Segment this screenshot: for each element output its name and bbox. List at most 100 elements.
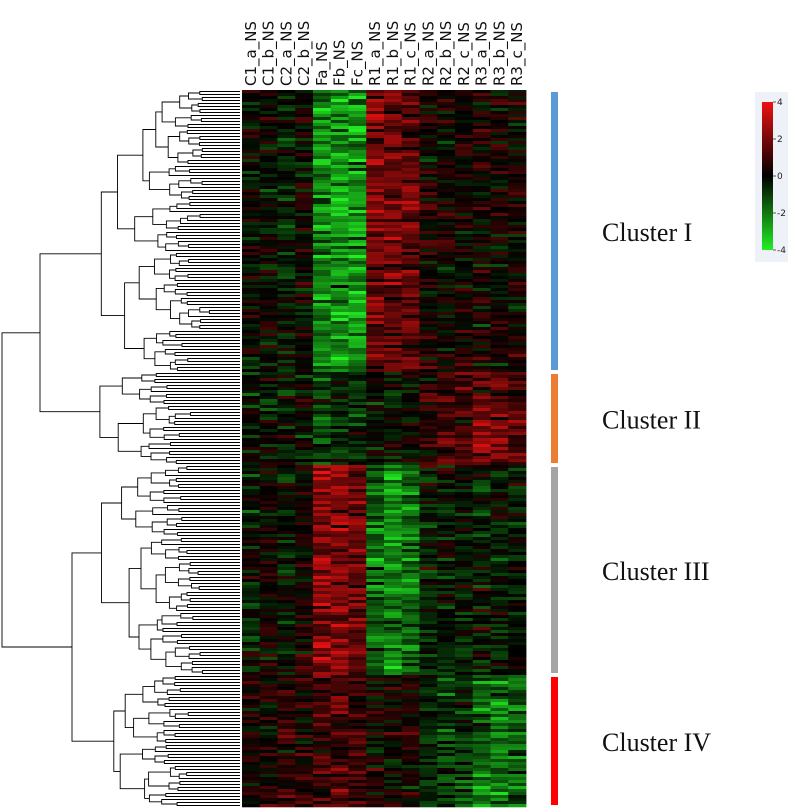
heatmap-cell: [401, 471, 420, 475]
heatmap-cell: [277, 93, 296, 97]
heatmap-cell: [313, 651, 332, 655]
heatmap-cell: [437, 228, 456, 232]
heatmap-cell: [348, 234, 367, 238]
heatmap-cell: [259, 246, 278, 250]
heatmap-cell: [242, 264, 261, 268]
heatmap-cell: [384, 489, 403, 493]
heatmap-cell: [384, 321, 403, 325]
heatmap-cell: [437, 177, 456, 181]
heatmap-cell: [242, 549, 261, 553]
heatmap-cell: [384, 351, 403, 355]
heatmap-cell: [401, 705, 420, 709]
heatmap-cell: [313, 99, 332, 103]
heatmap-cell: [277, 309, 296, 313]
heatmap-cell: [472, 447, 491, 451]
heatmap-cell: [472, 339, 491, 343]
heatmap-cell: [437, 726, 456, 730]
heatmap-cell: [313, 636, 332, 640]
heatmap-cell: [313, 582, 332, 586]
heatmap-cell: [366, 315, 385, 319]
heatmap-cell: [366, 378, 385, 382]
heatmap-cell: [508, 693, 527, 697]
heatmap-cell: [490, 519, 509, 523]
heatmap-cell: [437, 549, 456, 553]
heatmap-cell: [330, 747, 349, 751]
heatmap-cell: [401, 309, 420, 313]
heatmap-cell: [366, 192, 385, 196]
heatmap-cell: [490, 576, 509, 580]
heatmap-cell: [384, 195, 403, 199]
heatmap-cell: [242, 249, 261, 253]
heatmap-cell: [490, 645, 509, 649]
heatmap-cell: [455, 705, 474, 709]
heatmap-cell: [419, 210, 438, 214]
heatmap-cell: [277, 321, 296, 325]
heatmap-cell: [401, 234, 420, 238]
heatmap-cell: [384, 153, 403, 157]
heatmap-cell: [366, 282, 385, 286]
heatmap-cell: [242, 399, 261, 403]
heatmap-cell: [242, 408, 261, 412]
heatmap-cell: [366, 723, 385, 727]
heatmap-cell: [384, 726, 403, 730]
heatmap-cell: [348, 738, 367, 742]
heatmap-cell: [277, 399, 296, 403]
heatmap-cell: [384, 354, 403, 358]
heatmap-cell: [472, 309, 491, 313]
heatmap-cell: [508, 189, 527, 193]
heatmap-cell: [419, 750, 438, 754]
heatmap-cell: [455, 570, 474, 574]
heatmap-cell: [508, 147, 527, 151]
heatmap-cell: [437, 240, 456, 244]
heatmap-cell: [242, 390, 261, 394]
heatmap-cell: [330, 720, 349, 724]
heatmap-cell: [419, 471, 438, 475]
heatmap-cell: [259, 252, 278, 256]
heatmap-cell: [490, 162, 509, 166]
heatmap-cell: [508, 195, 527, 199]
heatmap-cell: [455, 678, 474, 682]
heatmap-cell: [401, 528, 420, 532]
heatmap-cell: [295, 201, 314, 205]
heatmap-cell: [490, 678, 509, 682]
heatmap-cell: [490, 516, 509, 520]
heatmap-cell: [348, 120, 367, 124]
heatmap-cell: [330, 543, 349, 547]
heatmap-cell: [419, 237, 438, 241]
heatmap-cell: [437, 762, 456, 766]
heatmap-cell: [472, 300, 491, 304]
heatmap-cell: [366, 552, 385, 556]
heatmap-cell: [295, 252, 314, 256]
heatmap-cell: [384, 444, 403, 448]
heatmap-cell: [242, 498, 261, 502]
heatmap-cell: [490, 777, 509, 781]
heatmap-cell: [508, 402, 527, 406]
heatmap-cell: [437, 114, 456, 118]
heatmap-cell: [366, 489, 385, 493]
heatmap-cell: [384, 492, 403, 496]
heatmap-cell: [277, 393, 296, 397]
heatmap-cell: [490, 357, 509, 361]
heatmap-cell: [419, 762, 438, 766]
heatmap-cell: [313, 390, 332, 394]
heatmap-cell: [508, 750, 527, 754]
heatmap-cell: [348, 588, 367, 592]
heatmap-cell: [366, 750, 385, 754]
heatmap-cell: [348, 387, 367, 391]
heatmap-cell: [401, 225, 420, 229]
heatmap-cell: [384, 222, 403, 226]
heatmap-cell: [384, 381, 403, 385]
heatmap-cell: [277, 249, 296, 253]
heatmap-cell: [437, 720, 456, 724]
heatmap-cell: [366, 360, 385, 364]
heatmap-cell: [419, 594, 438, 598]
heatmap-cell: [437, 192, 456, 196]
heatmap-cell: [508, 339, 527, 343]
heatmap-cell: [348, 741, 367, 745]
heatmap-cell: [455, 792, 474, 796]
heatmap-cell: [277, 669, 296, 673]
heatmap-cell: [259, 531, 278, 535]
heatmap-cell: [384, 243, 403, 247]
heatmap-cell: [242, 366, 261, 370]
heatmap-cell: [472, 507, 491, 511]
